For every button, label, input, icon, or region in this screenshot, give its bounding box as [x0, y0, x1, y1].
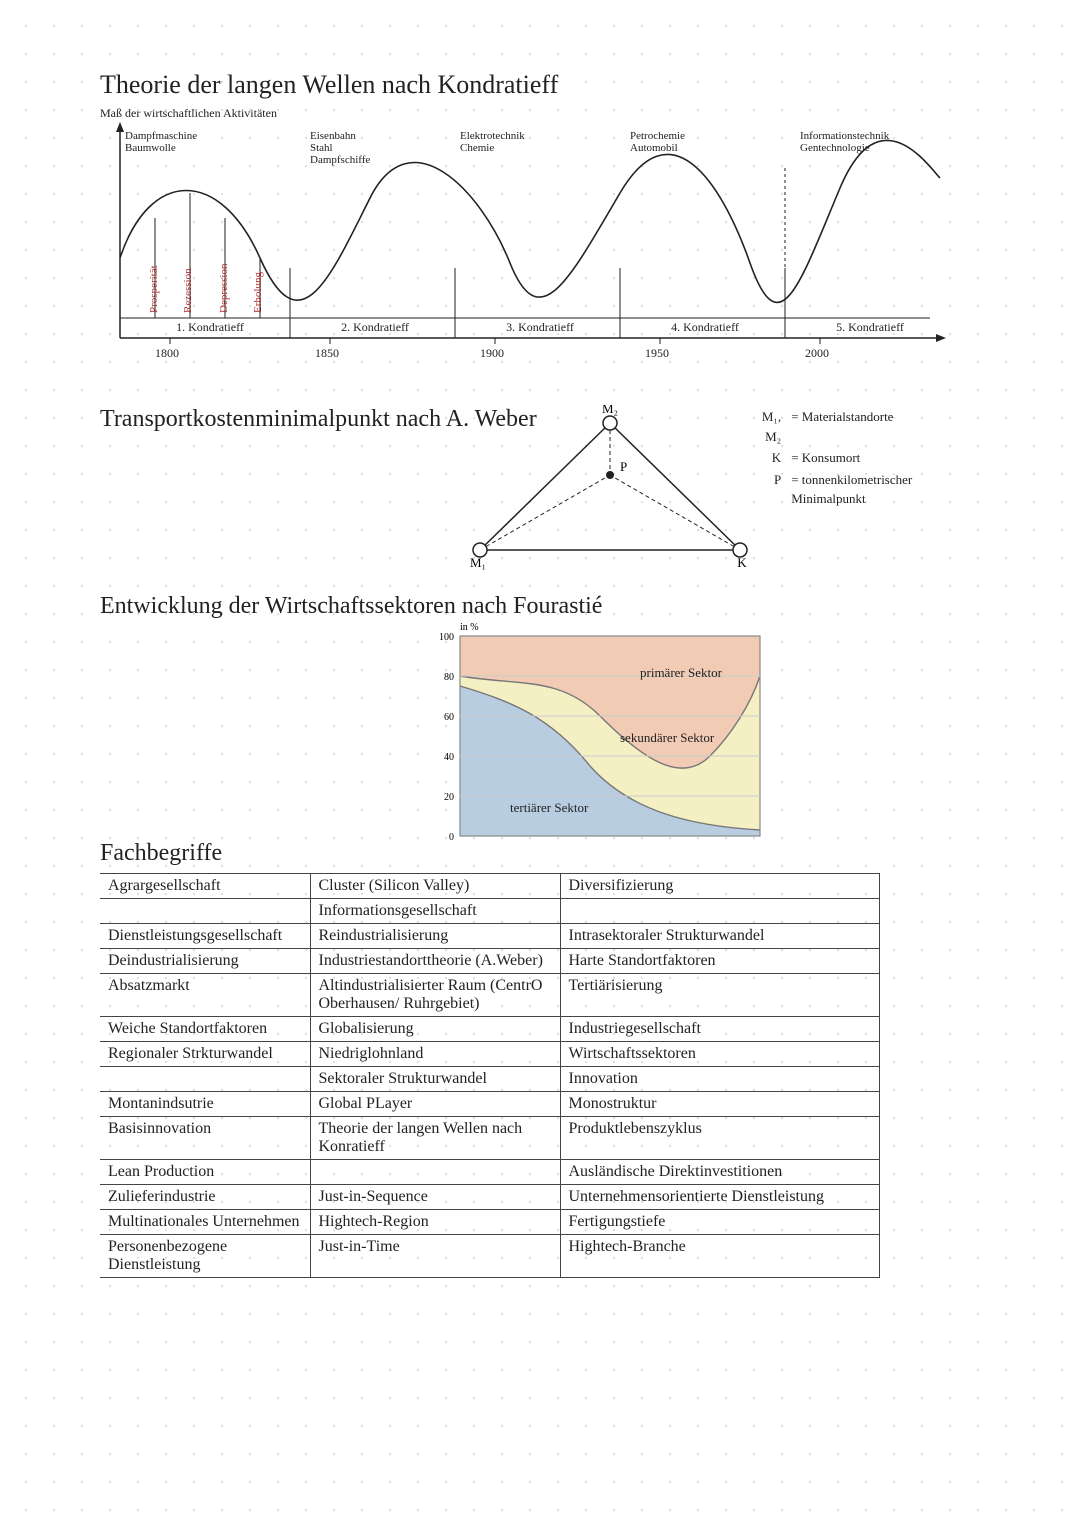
weber-svg: M₂ M₁ K P: [460, 405, 760, 575]
heading-kondratieff: Theorie der langen Wellen nach Kondratie…: [100, 70, 980, 100]
terms-cell: Sektoraler Strukturwandel: [310, 1067, 560, 1092]
terms-cell: Monostruktur: [560, 1092, 880, 1117]
wave-label-2: ElektrotechnikChemie: [460, 130, 525, 154]
terms-cell: Montanindsutrie: [100, 1092, 310, 1117]
terms-cell: Industriegesellschaft: [560, 1017, 880, 1042]
terms-cell: Dienstleistungsgesellschaft: [100, 924, 310, 949]
terms-cell: [310, 1160, 560, 1185]
terms-cell: Hightech-Branche: [560, 1235, 880, 1278]
year-2: 1900: [480, 346, 504, 361]
terms-cell: [100, 1067, 310, 1092]
primary-sector-label: primärer Sektor: [640, 665, 722, 681]
secondary-sector-label: sekundärer Sektor: [620, 730, 714, 746]
terms-cell: Reindustrialisierung: [310, 924, 560, 949]
tertiary-sector-label: tertiärer Sektor: [510, 800, 588, 816]
cycle-1: 2. Kondratieff: [300, 320, 450, 335]
svg-text:K: K: [737, 555, 747, 570]
terms-cell: Lean Production: [100, 1160, 310, 1185]
svg-text:40: 40: [444, 752, 454, 763]
terms-cell: [100, 899, 310, 924]
svg-text:60: 60: [444, 712, 454, 723]
year-0: 1800: [155, 346, 179, 361]
svg-text:100: 100: [439, 632, 454, 643]
terms-cell: Informationsgesellschaft: [310, 899, 560, 924]
terms-cell: Globalisierung: [310, 1017, 560, 1042]
phase-0: Prosperität: [148, 265, 160, 313]
terms-cell: Harte Standortfaktoren: [560, 949, 880, 974]
terms-cell: Intrasektoraler Strukturwandel: [560, 924, 880, 949]
terms-cell: Niedriglohnland: [310, 1042, 560, 1067]
cycle-0: 1. Kondratieff: [140, 320, 280, 335]
terms-cell: Produktlebenszyklus: [560, 1117, 880, 1160]
svg-text:80: 80: [444, 672, 454, 683]
svg-text:M₁: M₁: [470, 555, 486, 570]
weber-diagram: M₂ M₁ K P M₁, M₂= Materialstandorte K= K…: [100, 433, 980, 623]
terms-cell: Unternehmensorientierte Dienstleistung: [560, 1185, 880, 1210]
y-axis-label: Maß der wirtschaftlichen Aktivitäten: [100, 106, 277, 121]
phase-1: Rezession: [182, 268, 194, 313]
terms-cell: Hightech-Region: [310, 1210, 560, 1235]
terms-cell: Innovation: [560, 1067, 880, 1092]
fourastie-chart: 0 20 40 60 80 100 in % primärer Sektor s…: [100, 620, 980, 880]
terms-cell: Ausländische Direktinvestitionen: [560, 1160, 880, 1185]
terms-cell: Personenbezogene Dienstleistung: [100, 1235, 310, 1278]
year-4: 2000: [805, 346, 829, 361]
terms-table: AgrargesellschaftCluster (Silicon Valley…: [100, 873, 880, 1278]
terms-cell: Basisinnovation: [100, 1117, 310, 1160]
wave-label-3: PetrochemieAutomobil: [630, 130, 685, 154]
cycle-2: 3. Kondratieff: [465, 320, 615, 335]
terms-cell: Zulieferindustrie: [100, 1185, 310, 1210]
terms-cell: Weiche Standortfaktoren: [100, 1017, 310, 1042]
terms-cell: Fertigungstiefe: [560, 1210, 880, 1235]
terms-cell: Deindustrialisierung: [100, 949, 310, 974]
terms-cell: Altindustrialisierter Raum (CentrO Oberh…: [310, 974, 560, 1017]
year-1: 1850: [315, 346, 339, 361]
terms-cell: Multinationales Unternehmen: [100, 1210, 310, 1235]
terms-cell: Absatzmarkt: [100, 974, 310, 1017]
terms-cell: Just-in-Sequence: [310, 1185, 560, 1210]
kondratieff-chart: Maß der wirtschaftlichen Aktivitäten: [100, 108, 960, 388]
terms-cell: Just-in-Time: [310, 1235, 560, 1278]
year-3: 1950: [645, 346, 669, 361]
phase-2: Depression: [218, 264, 230, 314]
svg-text:P: P: [620, 459, 627, 474]
terms-cell: Theorie der langen Wellen nach Konratief…: [310, 1117, 560, 1160]
terms-cell: Industriestandorttheorie (A.Weber): [310, 949, 560, 974]
terms-cell: Global PLayer: [310, 1092, 560, 1117]
svg-text:20: 20: [444, 792, 454, 803]
svg-text:M₂: M₂: [602, 405, 618, 416]
cycle-4: 5. Kondratieff: [795, 320, 945, 335]
fourastie-svg: 0 20 40 60 80 100 in %: [420, 616, 780, 856]
wave-label-1: EisenbahnStahlDampfschiffe: [310, 130, 370, 166]
wave-label-0: DampfmaschineBaumwolle: [125, 130, 197, 154]
svg-text:0: 0: [449, 832, 454, 843]
wave-label-4: InformationstechnikGentechnologie: [800, 130, 889, 154]
cycle-3: 4. Kondratieff: [630, 320, 780, 335]
phase-3: Erholung: [252, 272, 264, 313]
terms-cell: [560, 899, 880, 924]
weber-legend: M₁, M₂= Materialstandorte K= Konsumort P…: [740, 405, 980, 511]
terms-cell: Tertiärisierung: [560, 974, 880, 1017]
svg-text:in %: in %: [460, 622, 479, 633]
terms-cell: Regionaler Strkturwandel: [100, 1042, 310, 1067]
terms-cell: Wirtschaftssektoren: [560, 1042, 880, 1067]
